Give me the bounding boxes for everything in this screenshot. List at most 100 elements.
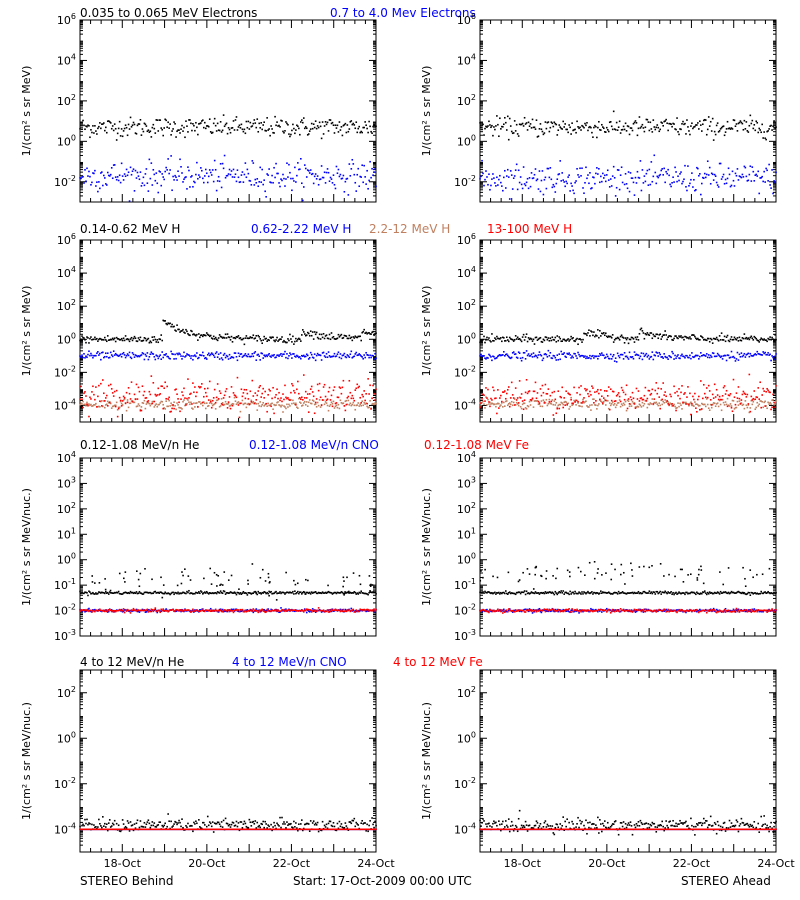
data-point <box>611 128 614 131</box>
data-point <box>773 403 775 406</box>
data-point <box>260 396 263 398</box>
data-point <box>604 399 607 402</box>
data-point <box>193 391 195 394</box>
data-point <box>755 353 758 356</box>
data-point <box>647 121 650 123</box>
data-point <box>143 184 146 187</box>
data-point <box>209 334 212 337</box>
data-point <box>289 135 291 138</box>
data-point <box>561 386 564 389</box>
data-point <box>307 169 310 172</box>
data-point <box>281 336 283 338</box>
data-point <box>598 403 600 405</box>
data-point <box>736 400 739 403</box>
data-point <box>108 339 111 341</box>
data-point <box>166 385 168 388</box>
data-point <box>294 355 296 358</box>
data-point <box>375 332 377 334</box>
data-point <box>301 396 303 399</box>
data-point <box>739 339 742 342</box>
data-point <box>324 395 327 398</box>
data-point <box>722 386 725 389</box>
data-point <box>606 169 609 172</box>
data-point <box>669 402 671 404</box>
data-point <box>135 383 138 386</box>
data-point <box>189 119 191 121</box>
data-point <box>325 334 328 336</box>
data-point <box>644 354 647 356</box>
data-point <box>596 335 598 337</box>
data-point <box>260 181 263 183</box>
data-point <box>121 593 124 595</box>
data-point <box>278 355 280 357</box>
data-point <box>200 590 202 592</box>
data-point <box>485 125 487 128</box>
data-point <box>202 177 204 180</box>
data-point <box>348 128 351 130</box>
data-point <box>215 338 218 341</box>
data-point <box>582 187 584 189</box>
data-point <box>345 399 348 402</box>
data-point <box>727 354 730 357</box>
data-point <box>549 337 552 340</box>
data-point <box>703 354 706 357</box>
data-point <box>333 386 336 388</box>
data-point <box>543 353 546 356</box>
data-point <box>146 352 149 354</box>
data-point <box>218 592 221 594</box>
data-point <box>575 180 577 182</box>
data-point <box>639 355 642 358</box>
data-point <box>331 402 334 405</box>
data-point <box>716 402 719 404</box>
data-point <box>120 405 123 407</box>
data-point <box>108 356 111 359</box>
data-point <box>683 338 685 341</box>
data-point <box>80 402 82 404</box>
data-point <box>705 339 708 342</box>
data-point <box>285 592 287 594</box>
data-point <box>682 355 684 358</box>
data-point <box>338 336 341 338</box>
data-point <box>255 334 258 337</box>
data-point <box>767 130 769 132</box>
data-point <box>630 405 633 407</box>
data-point <box>512 351 515 353</box>
data-point <box>622 337 625 339</box>
data-point <box>327 390 330 393</box>
data-point <box>541 405 544 408</box>
data-point <box>321 336 324 339</box>
data-point <box>150 351 153 353</box>
series-1 <box>479 154 777 200</box>
data-point <box>208 380 211 383</box>
data-point <box>664 355 666 358</box>
data-point <box>536 392 539 394</box>
data-point <box>637 406 640 408</box>
data-point <box>577 402 579 404</box>
data-point <box>220 131 223 133</box>
data-point <box>717 354 720 356</box>
data-point <box>626 337 629 339</box>
data-point <box>678 357 680 359</box>
data-point <box>600 389 602 391</box>
data-point <box>358 353 361 355</box>
data-point <box>730 336 733 338</box>
data-point <box>135 405 138 408</box>
data-point <box>489 188 491 191</box>
data-point <box>639 127 642 129</box>
data-point <box>84 338 86 341</box>
data-point <box>760 400 763 402</box>
data-point <box>534 354 537 357</box>
data-point <box>338 356 341 359</box>
data-point <box>373 403 375 406</box>
data-point <box>162 403 165 406</box>
data-point <box>214 124 217 127</box>
data-point <box>771 399 773 402</box>
data-point <box>117 406 120 409</box>
data-point <box>735 123 738 125</box>
data-point <box>183 399 185 401</box>
data-point <box>263 405 265 407</box>
data-point <box>208 402 211 404</box>
data-point <box>96 593 98 595</box>
data-point <box>146 401 149 404</box>
data-point <box>702 119 705 122</box>
